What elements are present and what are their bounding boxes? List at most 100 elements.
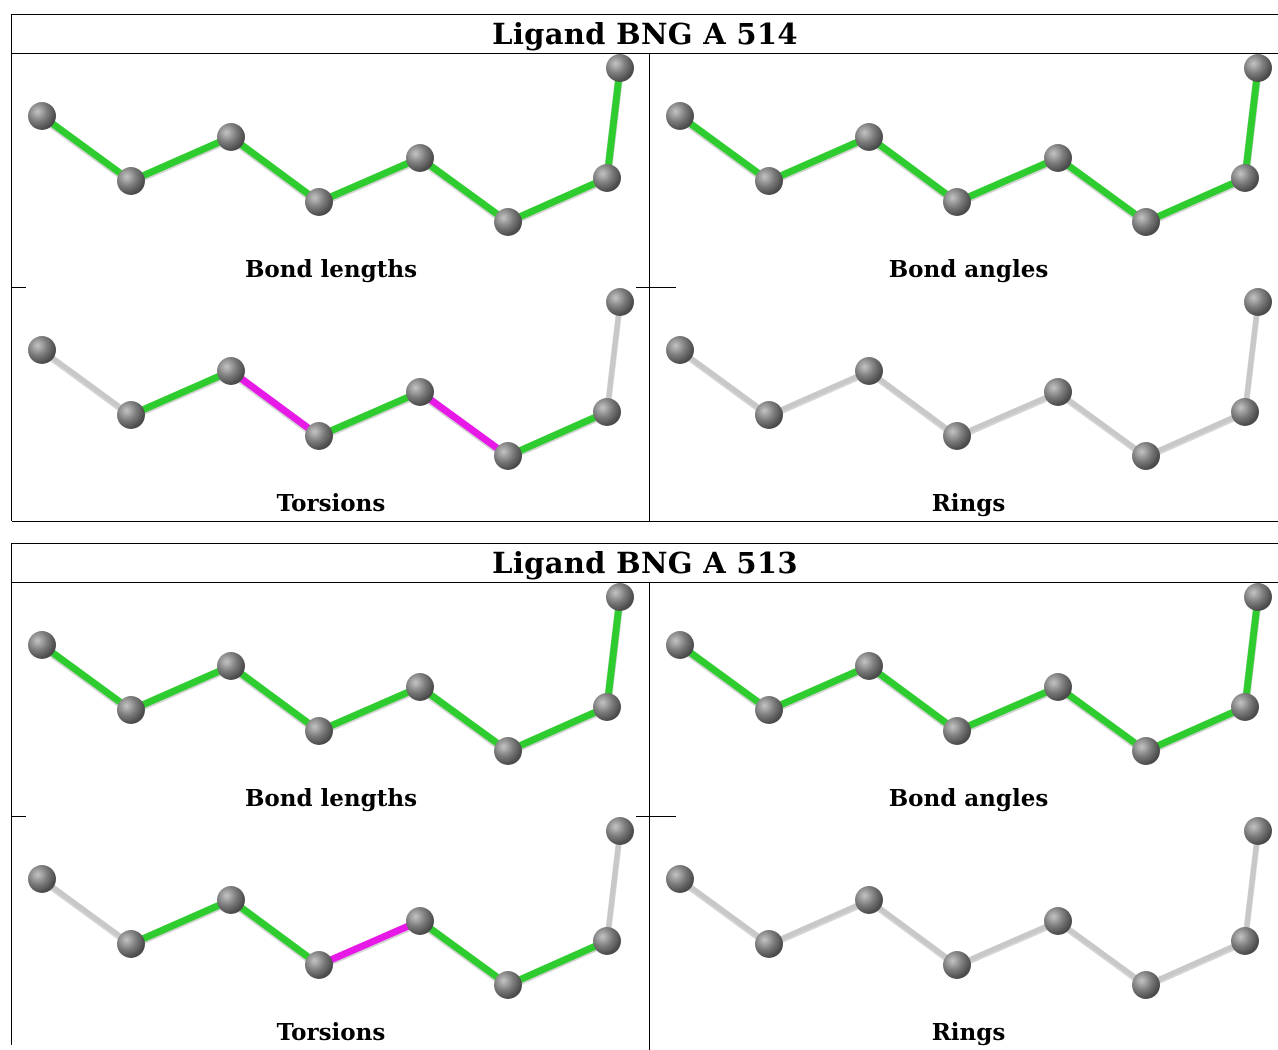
atom bbox=[666, 102, 694, 130]
bond-ok bbox=[227, 662, 323, 735]
panel-caption: Bond lengths bbox=[244, 256, 418, 283]
panel-caption: Bond lengths bbox=[244, 785, 418, 812]
divider bbox=[636, 287, 676, 288]
bond-na bbox=[954, 389, 1061, 439]
bond-angles-panel: Bond angles bbox=[649, 583, 1278, 816]
atom bbox=[943, 951, 971, 979]
atom bbox=[1044, 144, 1072, 172]
panel-caption: Torsions bbox=[276, 490, 386, 517]
bond-ok bbox=[227, 896, 323, 969]
bond-ok bbox=[676, 641, 773, 714]
bond-na bbox=[766, 368, 872, 418]
bond-ok bbox=[603, 593, 624, 711]
atom bbox=[1044, 673, 1072, 701]
atom bbox=[1244, 288, 1272, 316]
atom bbox=[1244, 583, 1272, 611]
atom bbox=[494, 971, 522, 999]
atom bbox=[666, 336, 694, 364]
bond-ok bbox=[315, 388, 424, 440]
ligand-block-2: Ligand BNG A 513 Bond lengths Bond angle… bbox=[11, 543, 1278, 1050]
bond-na bbox=[866, 897, 960, 968]
atom bbox=[593, 693, 621, 721]
bond-ok bbox=[127, 367, 235, 419]
atom bbox=[606, 817, 634, 845]
atom bbox=[593, 927, 621, 955]
atom bbox=[494, 208, 522, 236]
atom bbox=[593, 164, 621, 192]
panel-caption: Rings bbox=[931, 1019, 1006, 1046]
torsions-panel: Torsions bbox=[12, 288, 650, 521]
atom bbox=[855, 357, 883, 385]
bond-ok bbox=[765, 662, 873, 714]
bond-ok bbox=[315, 683, 424, 735]
bond-ok bbox=[1241, 593, 1262, 711]
panel-caption: Bond angles bbox=[888, 256, 1049, 283]
panel-caption: Rings bbox=[931, 490, 1006, 517]
atom bbox=[305, 188, 333, 216]
atom bbox=[943, 717, 971, 745]
bond-ok bbox=[504, 408, 611, 460]
atom bbox=[1231, 398, 1259, 426]
molecule-view bbox=[666, 54, 1272, 236]
bond-na bbox=[39, 347, 134, 418]
atom bbox=[855, 123, 883, 151]
atom bbox=[406, 673, 434, 701]
bond-ok bbox=[603, 64, 624, 182]
divider bbox=[12, 287, 26, 288]
bond-ok bbox=[127, 896, 235, 948]
bond-na bbox=[677, 876, 772, 947]
atom bbox=[1231, 693, 1259, 721]
ligand-block-1: Ligand BNG A 514 Bond lengths Bond angle… bbox=[11, 14, 1278, 522]
atom bbox=[28, 631, 56, 659]
bond-outlier bbox=[416, 388, 512, 460]
bond-na bbox=[39, 876, 134, 947]
bond-ok bbox=[1054, 154, 1150, 226]
rings-panel: Rings bbox=[649, 288, 1278, 521]
atom bbox=[406, 144, 434, 172]
atom bbox=[217, 886, 245, 914]
bond-na bbox=[1143, 409, 1248, 459]
atom bbox=[217, 357, 245, 385]
atom bbox=[117, 167, 145, 195]
atom bbox=[117, 401, 145, 429]
bond-ok bbox=[127, 133, 235, 185]
atom bbox=[28, 102, 56, 130]
bond-ok bbox=[227, 133, 323, 206]
bond-ok bbox=[504, 703, 611, 755]
molecule-view bbox=[666, 288, 1272, 470]
molecule-view bbox=[28, 583, 634, 765]
bond-na bbox=[1143, 938, 1248, 988]
molecule-view bbox=[666, 583, 1272, 765]
bond-na bbox=[677, 347, 772, 418]
bond-ok bbox=[416, 683, 512, 755]
bond-na bbox=[604, 299, 623, 415]
bond-ok bbox=[127, 662, 235, 714]
atom bbox=[28, 865, 56, 893]
bond-na bbox=[1055, 389, 1149, 459]
bond-ok bbox=[1241, 64, 1262, 182]
bond-na bbox=[954, 918, 1061, 968]
bond-ok bbox=[38, 112, 135, 185]
panel-caption: Bond angles bbox=[888, 785, 1049, 812]
bond-ok bbox=[953, 154, 1062, 206]
divider bbox=[636, 816, 676, 817]
bond-ok bbox=[315, 154, 424, 206]
molecule-view bbox=[666, 817, 1272, 999]
molecule-view bbox=[28, 288, 634, 470]
molecule-view bbox=[28, 817, 634, 999]
atom bbox=[755, 930, 783, 958]
bond-ok bbox=[1054, 683, 1150, 755]
atom bbox=[217, 652, 245, 680]
atom bbox=[606, 583, 634, 611]
atom bbox=[666, 865, 694, 893]
bond-ok bbox=[504, 937, 611, 989]
atom bbox=[117, 930, 145, 958]
atom bbox=[1132, 737, 1160, 765]
atom bbox=[117, 696, 145, 724]
bond-ok bbox=[38, 641, 135, 714]
bond-na bbox=[604, 828, 623, 944]
atom bbox=[606, 54, 634, 82]
atom bbox=[305, 717, 333, 745]
atom bbox=[28, 336, 56, 364]
atom bbox=[406, 378, 434, 406]
